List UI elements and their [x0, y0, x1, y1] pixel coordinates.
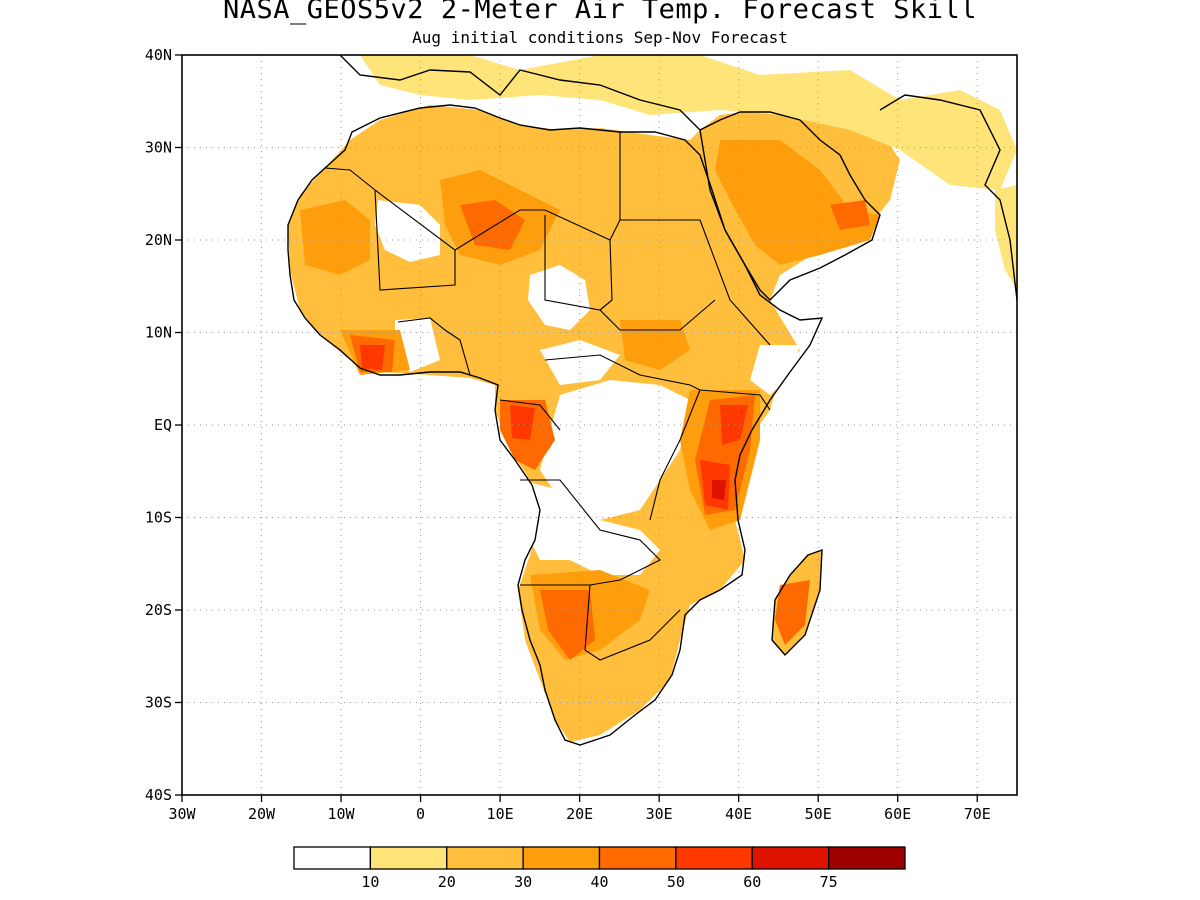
- skill-white-horn: [750, 345, 800, 395]
- skill-white-angola: [520, 480, 660, 575]
- lat-tick-label: 30S: [145, 694, 172, 712]
- lon-tick-label: 60E: [884, 805, 911, 823]
- longitude-axis: 30W 20W 10W 0 10E 20E 30E 40E 50E 60E 70E: [168, 795, 991, 823]
- colorbar-label: 75: [820, 873, 838, 891]
- colorbar-label: 40: [590, 873, 608, 891]
- border-4: [544, 354, 701, 521]
- colorbar-swatch: [675, 846, 753, 870]
- skill-shading: [288, 55, 1017, 742]
- lat-tick-label: EQ: [154, 416, 172, 434]
- skill-fill-north: [360, 55, 1017, 190]
- lat-tick-label: 10S: [145, 509, 172, 527]
- skill-white-sudan: [540, 340, 620, 385]
- border-8: [699, 219, 771, 411]
- colorbar-label: 30: [514, 873, 532, 891]
- colorbar-swatch: [446, 846, 524, 870]
- colorbar-swatch: [522, 846, 601, 870]
- skill-white-congo: [540, 380, 690, 520]
- skill-fill-orange-4: [620, 320, 690, 370]
- colorbar-label: 50: [667, 873, 685, 891]
- lon-tick-label: 50E: [805, 805, 832, 823]
- lat-tick-label: 10N: [145, 324, 172, 342]
- border-5: [520, 479, 661, 586]
- skill-fill-orange-3: [715, 140, 880, 265]
- skill-fill-orange-2: [300, 200, 370, 275]
- lon-tick-label: 10E: [487, 805, 514, 823]
- coastline-africa: [287, 104, 824, 746]
- colorbar-label: 10: [361, 873, 379, 891]
- colorbar-swatch: [369, 846, 448, 870]
- colorbar: 10 20 30 40 50 60 75: [293, 846, 906, 891]
- colorbar-swatch: [293, 846, 372, 870]
- lat-tick-label: 40N: [145, 46, 172, 64]
- colorbar-label: 20: [438, 873, 456, 891]
- lat-tick-label: 20S: [145, 601, 172, 619]
- coastline-madagascar: [771, 548, 823, 657]
- skill-fill-red-7: [830, 200, 870, 230]
- latitude-axis: 40N 30N 20N 10N EQ 10S 20S 30S 40S: [145, 46, 182, 804]
- lat-tick-label: 40S: [145, 786, 172, 804]
- map-subtitle: Aug initial conditions Sep-Nov Forecast: [412, 28, 788, 47]
- colorbar-swatch: [827, 846, 906, 870]
- skill-white-chad: [528, 265, 590, 330]
- skill-fill-deep-4: [360, 345, 385, 370]
- lon-tick-label: 20W: [248, 805, 276, 823]
- skill-fill-red-3: [540, 590, 595, 660]
- colorbar-swatch: [751, 846, 830, 870]
- lon-tick-label: 0: [416, 805, 425, 823]
- skill-fill-red-6: [775, 580, 810, 645]
- coastline-asia: [879, 94, 1017, 301]
- colorbar-label: 60: [743, 873, 761, 891]
- lon-tick-label: 70E: [964, 805, 991, 823]
- coastlines: [287, 55, 1017, 746]
- coastline-arabia: [699, 111, 881, 301]
- lon-tick-label: 20E: [566, 805, 593, 823]
- border-2: [454, 209, 613, 311]
- skill-fill-deep-5: [712, 480, 726, 500]
- colorbar-swatch: [598, 846, 677, 870]
- lon-tick-label: 10W: [328, 805, 356, 823]
- border-3: [599, 132, 716, 331]
- lat-tick-label: 30N: [145, 139, 172, 157]
- skill-fill-india: [995, 185, 1017, 290]
- border-6: [584, 584, 681, 661]
- skill-fill-deep-3: [510, 405, 535, 440]
- coastline-europe: [339, 55, 701, 131]
- lon-tick-label: 40E: [725, 805, 752, 823]
- skill-white-sahara-west: [375, 200, 440, 262]
- map-title: NASA_GEOS5v2 2-Meter Air Temp. Forecast …: [223, 0, 977, 25]
- lon-tick-label: 30E: [646, 805, 673, 823]
- border-7: [397, 317, 561, 431]
- lat-tick-label: 20N: [145, 231, 172, 249]
- lon-tick-label: 30W: [168, 805, 196, 823]
